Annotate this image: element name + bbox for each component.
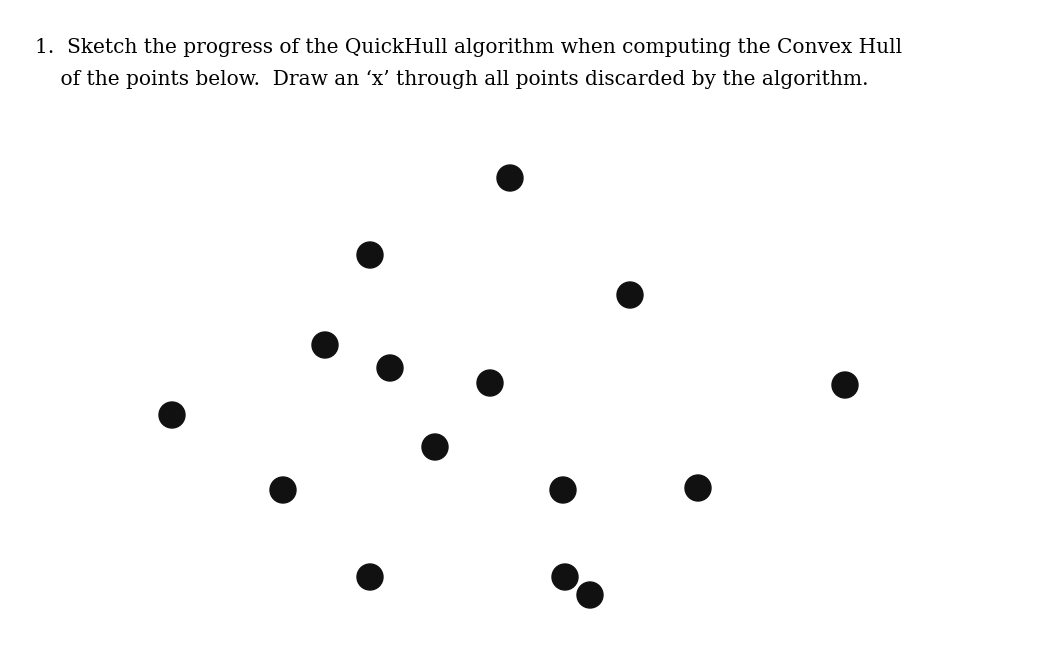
Circle shape — [477, 370, 503, 396]
Circle shape — [832, 372, 858, 398]
Circle shape — [422, 434, 448, 460]
Circle shape — [685, 475, 711, 501]
Circle shape — [578, 582, 603, 608]
Circle shape — [617, 282, 643, 308]
Circle shape — [270, 477, 296, 503]
Circle shape — [552, 564, 578, 590]
Circle shape — [312, 332, 338, 358]
Circle shape — [357, 242, 383, 268]
Circle shape — [550, 477, 576, 503]
Text: 1.  Sketch the progress of the QuickHull algorithm when computing the Convex Hul: 1. Sketch the progress of the QuickHull … — [35, 38, 902, 57]
Circle shape — [377, 355, 403, 381]
Circle shape — [159, 402, 185, 428]
Text: of the points below.  Draw an ‘x’ through all points discarded by the algorithm.: of the points below. Draw an ‘x’ through… — [35, 70, 868, 89]
Circle shape — [357, 564, 383, 590]
Circle shape — [497, 165, 523, 191]
